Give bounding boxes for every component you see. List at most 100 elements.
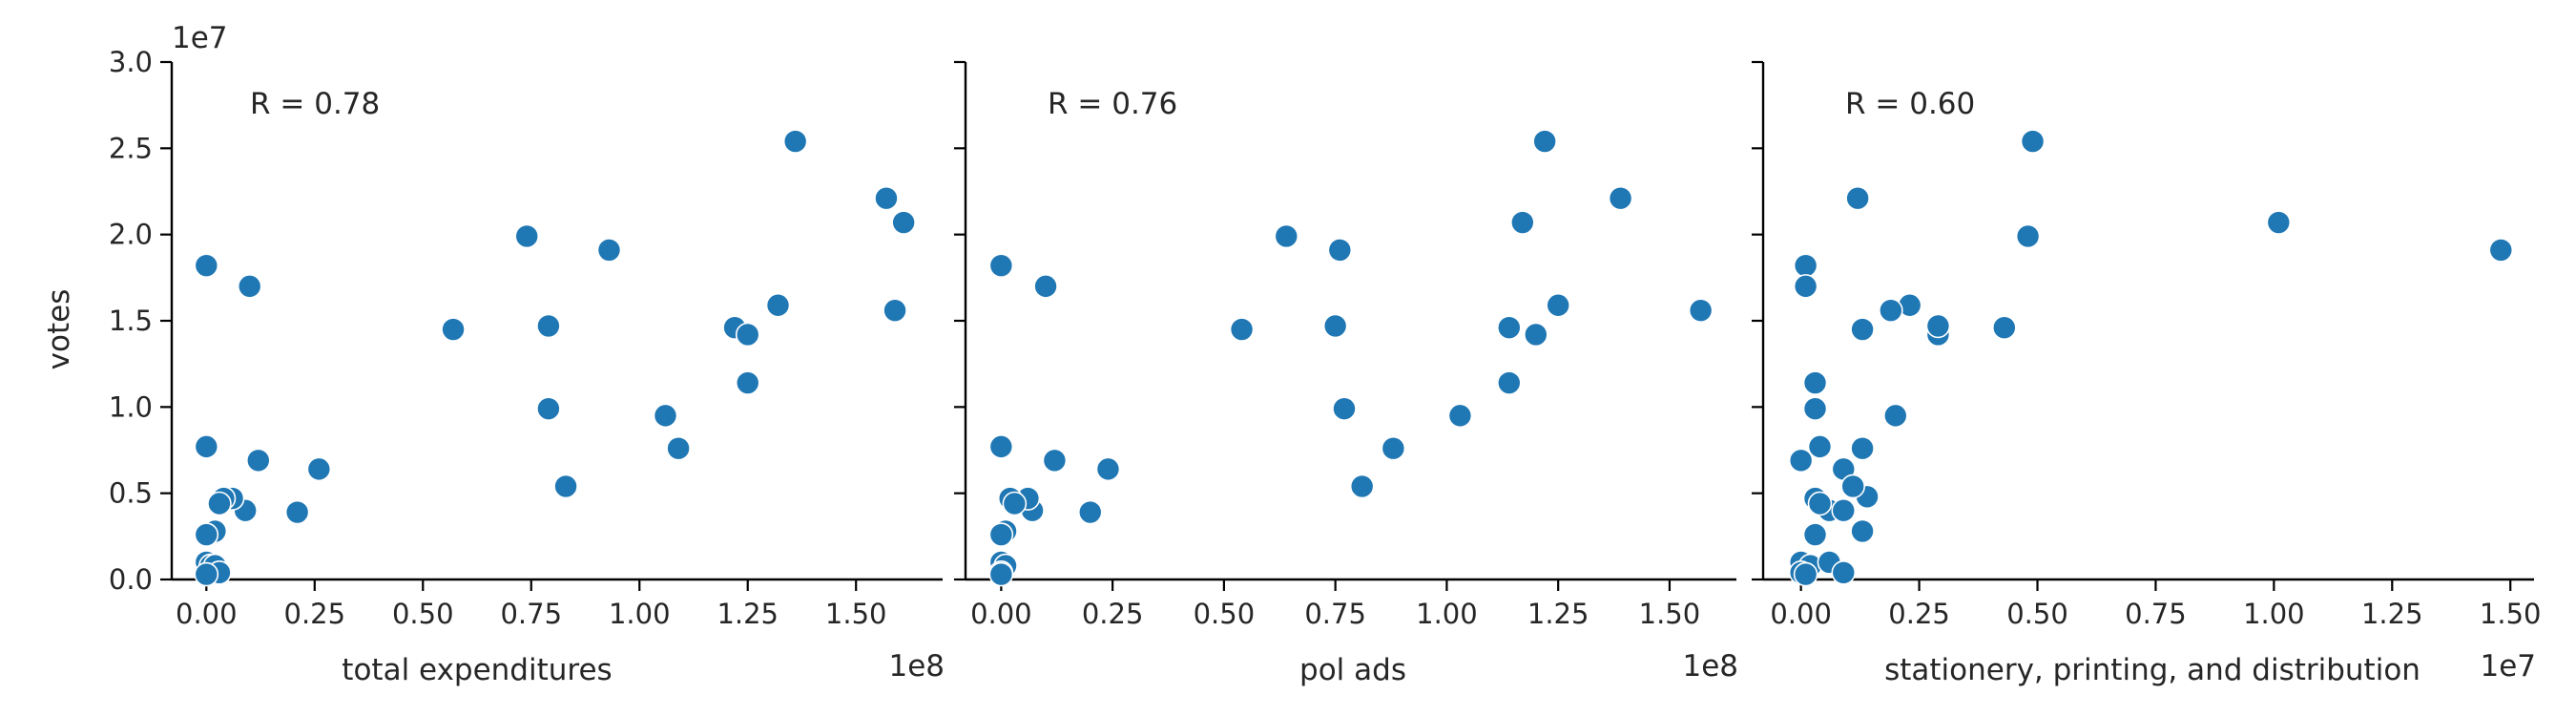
x-tick-label: 0.75 [500, 598, 562, 630]
data-point [1879, 298, 1903, 323]
data-point [207, 491, 232, 516]
data-point [1688, 298, 1714, 323]
x-axis-label: total expenditures [342, 653, 612, 687]
panel-pol-ads: R = 0.76 pol ads 1e8 0.00 0.25 0.50 0.75 1.0… [954, 60, 1738, 687]
data-point [1322, 313, 1348, 339]
x-tick-label: 0.50 [2006, 598, 2068, 630]
x-tick-label: 0.75 [1304, 598, 1366, 630]
data-point [194, 434, 219, 459]
data-point [1077, 499, 1103, 525]
data-point [1802, 522, 1828, 547]
data-point [2266, 210, 2292, 235]
data-point [988, 253, 1014, 278]
data-point [1840, 474, 1865, 499]
data-point [553, 474, 578, 499]
x-tick-label: 1.00 [609, 598, 671, 630]
data-point [1608, 185, 1633, 211]
data-point [988, 561, 1014, 587]
x-tick-label: 1.50 [2480, 598, 2542, 630]
x-axis-label: stationery, printing, and distribution [1884, 653, 2420, 687]
data-point [1802, 370, 1828, 395]
data-point [1524, 322, 1548, 347]
data-point [245, 448, 271, 474]
data-point [1002, 491, 1028, 516]
data-point [2015, 223, 2041, 249]
data-point [1327, 238, 1353, 263]
data-point [1042, 448, 1068, 474]
x-tick-label: 1.25 [2361, 598, 2423, 630]
data-point [1274, 223, 1299, 249]
data-point [194, 522, 219, 547]
data-point [874, 185, 899, 211]
data-point [1992, 315, 2017, 341]
data-point [782, 129, 808, 154]
data-point [1349, 474, 1375, 499]
data-point [735, 370, 760, 395]
y-tick-label: 2.5 [109, 132, 153, 164]
x-tick-label: 0.75 [2125, 598, 2187, 630]
data-point [2020, 129, 2046, 154]
data-point [988, 434, 1014, 459]
data-point [596, 238, 622, 263]
correlation-annotation: R = 0.60 [1845, 87, 1975, 121]
x-tick-label: 1.25 [717, 598, 779, 630]
y-tick-label: 2.0 [109, 219, 153, 251]
data-point [1497, 315, 1522, 341]
data-point [1850, 317, 1875, 342]
data-point [1546, 292, 1570, 318]
data-point [1807, 491, 1833, 516]
x-tick-label: 1.00 [2243, 598, 2305, 630]
x-tick-label: 0.25 [1888, 598, 1950, 630]
y-tick-label: 1.0 [109, 390, 153, 423]
data-point [194, 561, 219, 587]
data-point [1850, 518, 1875, 544]
correlation-annotation: R = 0.78 [250, 87, 380, 121]
data-point [306, 456, 332, 482]
data-point [536, 313, 561, 339]
data-point [1882, 403, 1908, 429]
y-tick-label: 0.5 [109, 477, 153, 510]
data-point [1497, 370, 1522, 395]
data-point [536, 396, 561, 421]
x-tick-label: 1.50 [1639, 598, 1701, 630]
y-offset-label: 1e7 [172, 21, 228, 55]
correlation-annotation: R = 0.76 [1048, 87, 1177, 121]
data-point [1793, 561, 1818, 587]
data-point [237, 274, 262, 299]
data-point [1332, 396, 1357, 421]
x-tick-label: 0.50 [1194, 598, 1256, 630]
x-axis-label: pol ads [1299, 653, 1406, 687]
data-point [891, 210, 916, 235]
y-tick-label: 1.5 [109, 305, 153, 337]
data-point [988, 522, 1014, 547]
data-point [1925, 313, 1951, 339]
data-point [1793, 274, 1818, 299]
x-tick-label: 1.00 [1416, 598, 1478, 630]
data-point [883, 298, 907, 323]
x-offset-label: 1e8 [1682, 649, 1738, 684]
data-point [284, 499, 310, 525]
data-point [1033, 274, 1058, 299]
y-axis-label: votes [42, 289, 76, 370]
data-point [2488, 238, 2514, 263]
y-tick-label: 0.0 [109, 563, 153, 596]
data-point [653, 403, 678, 429]
data-point [1229, 317, 1255, 342]
x-offset-label: 1e8 [888, 649, 945, 684]
data-point [1447, 403, 1473, 429]
data-point [1845, 185, 1870, 211]
x-tick-label: 1.25 [1527, 598, 1589, 630]
data-point [1793, 253, 1818, 278]
data-point [1807, 434, 1833, 459]
x-tick-label: 0.50 [392, 598, 454, 630]
data-point [1532, 129, 1557, 154]
x-tick-label: 0.00 [1770, 598, 1832, 630]
x-tick-label: 0.00 [176, 598, 238, 630]
x-tick-label: 1.50 [825, 598, 887, 630]
data-point [194, 253, 219, 278]
data-point [1095, 456, 1121, 482]
data-point [1831, 559, 1857, 585]
data-point [1802, 396, 1828, 421]
data-point [514, 223, 540, 249]
